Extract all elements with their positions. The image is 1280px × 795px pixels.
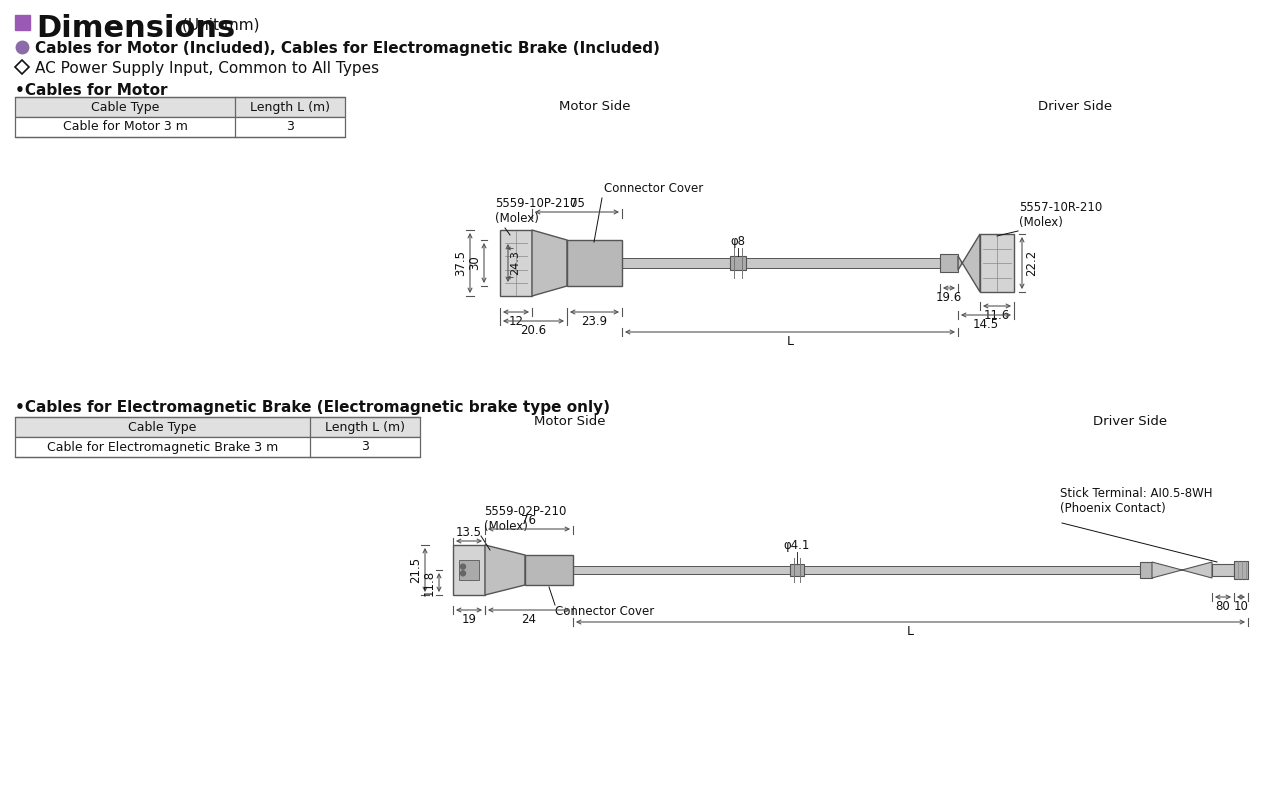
Text: Driver Side: Driver Side	[1038, 100, 1112, 113]
Text: 30: 30	[468, 256, 481, 270]
Text: 3: 3	[285, 121, 294, 134]
Text: 21.5: 21.5	[410, 557, 422, 583]
Polygon shape	[532, 230, 567, 296]
Bar	[567, 240, 622, 286]
Text: 80: 80	[1216, 600, 1230, 613]
Bar	[1140, 562, 1152, 578]
Text: L: L	[786, 335, 794, 348]
Text: 20.6: 20.6	[521, 324, 547, 337]
Text: Motor Side: Motor Side	[559, 100, 631, 113]
Text: φ4.1: φ4.1	[783, 539, 810, 552]
Text: 13.5: 13.5	[456, 526, 483, 539]
Text: L: L	[908, 625, 914, 638]
Circle shape	[461, 564, 466, 569]
Bar	[790, 564, 804, 576]
Bar	[940, 254, 957, 272]
Text: Dimensions: Dimensions	[36, 14, 236, 43]
Bar	[525, 555, 573, 585]
Text: Stick Terminal: AI0.5-8WH
(Phoenix Contact): Stick Terminal: AI0.5-8WH (Phoenix Conta…	[1060, 487, 1212, 515]
Text: 11.8: 11.8	[422, 569, 436, 595]
Text: Cables for Motor (Included), Cables for Electromagnetic Brake (Included): Cables for Motor (Included), Cables for …	[35, 41, 660, 56]
Bar	[730, 256, 746, 270]
Text: 37.5: 37.5	[454, 250, 467, 276]
Polygon shape	[1152, 562, 1212, 578]
Bar	[460, 560, 479, 580]
Text: Length L (m): Length L (m)	[325, 421, 404, 433]
Text: (Unit mm): (Unit mm)	[182, 17, 260, 32]
Polygon shape	[957, 234, 980, 292]
Text: Cable for Electromagnetic Brake 3 m: Cable for Electromagnetic Brake 3 m	[47, 440, 278, 453]
Text: 10: 10	[1234, 600, 1248, 613]
Bar	[15, 117, 346, 137]
Text: 22.2: 22.2	[1025, 250, 1038, 276]
Text: 23.9: 23.9	[581, 315, 608, 328]
Text: 19.6: 19.6	[936, 291, 963, 304]
Text: 14.5: 14.5	[973, 318, 1000, 331]
Text: 12: 12	[508, 315, 524, 328]
Bar	[453, 545, 485, 595]
Text: 75: 75	[570, 197, 585, 210]
Text: 5557-10R-210
(Molex): 5557-10R-210 (Molex)	[1019, 201, 1102, 229]
Text: 11.6: 11.6	[984, 309, 1010, 322]
Bar	[1234, 561, 1248, 579]
Text: 5559-10P-210
(Molex): 5559-10P-210 (Molex)	[495, 197, 577, 225]
Text: Cable Type: Cable Type	[91, 100, 159, 114]
Text: Driver Side: Driver Side	[1093, 415, 1167, 428]
Bar	[1212, 564, 1234, 576]
Text: 19: 19	[462, 613, 476, 626]
Text: Cable for Motor 3 m: Cable for Motor 3 m	[63, 121, 187, 134]
Bar	[15, 15, 29, 30]
Text: Motor Side: Motor Side	[534, 415, 605, 428]
Text: •Cables for Electromagnetic Brake (Electromagnetic brake type only): •Cables for Electromagnetic Brake (Elect…	[15, 400, 611, 415]
Bar	[15, 417, 420, 437]
Text: 76: 76	[521, 514, 536, 527]
Bar	[15, 97, 346, 117]
Text: 24.3: 24.3	[509, 250, 520, 275]
Text: AC Power Supply Input, Common to All Types: AC Power Supply Input, Common to All Typ…	[35, 61, 379, 76]
Text: Length L (m): Length L (m)	[250, 100, 330, 114]
Bar	[500, 230, 532, 296]
Text: φ8: φ8	[731, 235, 745, 248]
Text: Cable Type: Cable Type	[128, 421, 197, 433]
Text: 24: 24	[521, 613, 536, 626]
Circle shape	[461, 571, 466, 576]
Bar	[980, 234, 1014, 292]
Bar	[573, 566, 1165, 574]
Text: 3: 3	[361, 440, 369, 453]
Text: Connector Cover: Connector Cover	[604, 182, 703, 195]
Bar	[15, 437, 420, 457]
Bar	[622, 258, 940, 268]
Text: 5559-02P-210
(Molex): 5559-02P-210 (Molex)	[484, 505, 566, 533]
Text: •Cables for Motor: •Cables for Motor	[15, 83, 168, 98]
Polygon shape	[485, 545, 525, 595]
Text: Connector Cover: Connector Cover	[556, 605, 654, 618]
